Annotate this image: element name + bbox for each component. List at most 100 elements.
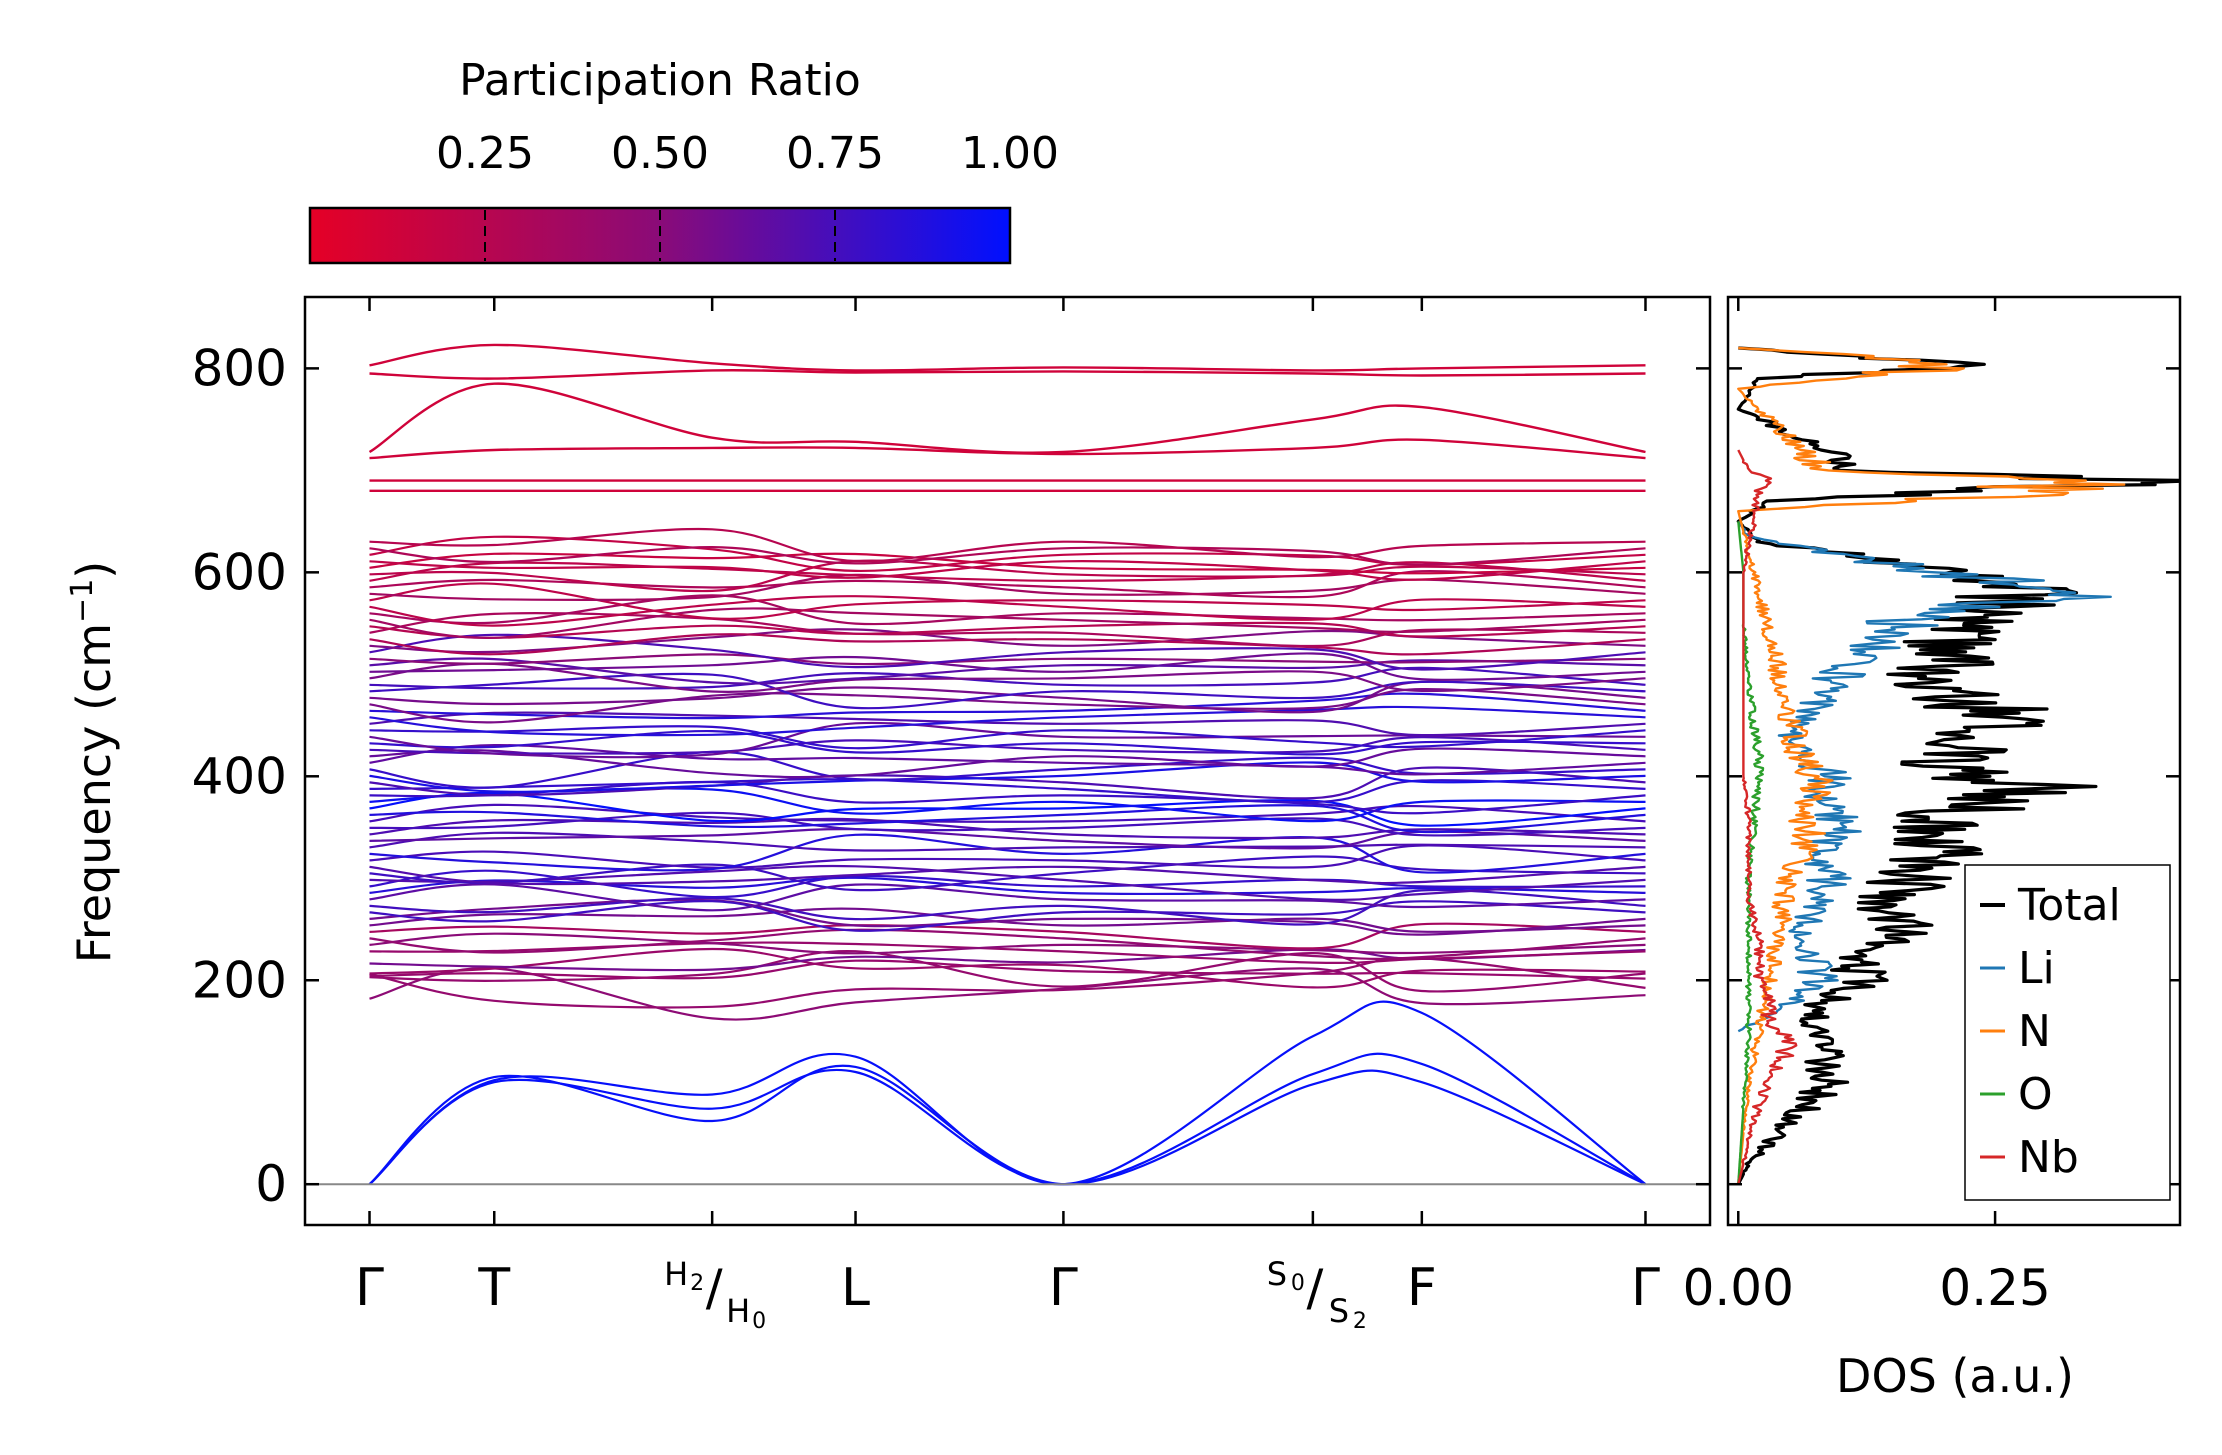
colorbar-tick-label: 0.25 (436, 128, 534, 179)
optical-branch (369, 883, 1646, 912)
optical-branch (369, 687, 1646, 724)
dos-x-axis-label: DOS (a.u.) (1836, 1349, 2074, 1403)
optical-branch (369, 907, 1646, 933)
kpoint-den-sub: 2 (1353, 1309, 1367, 1334)
optical-branch (369, 552, 1646, 575)
optical-branch (369, 711, 1646, 737)
band-lines (368, 343, 1647, 1186)
optical-branch (369, 582, 1646, 620)
dos-x-tick-label: 0.00 (1683, 1259, 1794, 1317)
band-y-ticks: 0 200 400 600 800 (192, 339, 1710, 1213)
legend-label-total: Total (2017, 880, 2121, 931)
kpoint-label: Γ (1049, 1258, 1078, 1318)
optical-branch (369, 831, 1646, 852)
optical-branch (369, 672, 1646, 710)
y-axis-label-main: Frequency (cm (67, 623, 121, 963)
optical-branch (369, 855, 1646, 892)
optical-branch (369, 932, 1646, 955)
legend-label-li: Li (2018, 943, 2055, 994)
optical-branch (369, 876, 1646, 896)
colorbar-tick-label: 0.50 (611, 128, 709, 179)
dos-x-tick-label: 0.25 (1939, 1259, 2050, 1317)
optical-branch (369, 844, 1646, 869)
kpoint-num: S (1267, 1255, 1287, 1293)
colorbar-tick-label: 1.00 (961, 128, 1059, 179)
optical-branch (369, 729, 1646, 756)
optical-branch (369, 967, 1646, 1021)
dos-series-n (1737, 346, 2126, 1185)
optical-branch (369, 607, 1646, 639)
y-tick-label: 0 (255, 1155, 287, 1213)
dos-axes-frame (1726, 295, 2182, 1227)
optical-branch (369, 811, 1646, 837)
kpoint-num-sub: 2 (690, 1271, 704, 1296)
high-optical-branch (369, 343, 1646, 372)
kpoint-den: S (1329, 1292, 1349, 1330)
colorbar-ticks: 0.25 0.50 0.75 1.00 (436, 128, 1059, 261)
band-x-ticks: Γ T H 2/H 0L Γ S 0/S 2F Γ (355, 297, 1660, 1334)
optical-branch (369, 705, 1646, 737)
optical-branch (369, 928, 1646, 961)
optical-branch (369, 865, 1646, 886)
kpoint-den-sub: 0 (752, 1309, 766, 1334)
legend-label-nb: Nb (2018, 1132, 2079, 1183)
dos-lines (1736, 346, 2180, 1185)
optical-branch (369, 743, 1646, 776)
y-axis-label-close: ) (67, 561, 121, 579)
dos-ticks: 0.00 0.25 (1683, 297, 2180, 1317)
optical-branch (369, 527, 1646, 563)
acoustic-branch (368, 1064, 1646, 1186)
optical-branch (369, 570, 1646, 599)
optical-branch (369, 791, 1646, 827)
optical-branch (369, 888, 1646, 926)
svg-text:Frequency (cm−1): Frequency (cm−1) (65, 561, 121, 964)
y-axis-label-sup: −1 (65, 579, 100, 623)
optical-branch (369, 595, 1646, 627)
colorbar-label: Participation Ratio (459, 55, 861, 106)
legend-label-o: O (2018, 1069, 2053, 1120)
optical-branch (369, 621, 1646, 639)
optical-branch (369, 633, 1646, 656)
kpoint-fraction-label: H 2/H 0 (664, 1255, 766, 1334)
optical-branch (369, 561, 1646, 582)
optical-branch (369, 653, 1646, 666)
kpoint-num: H (664, 1255, 688, 1293)
y-tick-label: 200 (192, 951, 287, 1009)
acoustic-branch (368, 1052, 1647, 1186)
kpoint-label: Γ (355, 1258, 384, 1318)
high-optical-branch (368, 382, 1646, 454)
optical-branch (369, 804, 1646, 834)
legend-label-n: N (2018, 1006, 2051, 1057)
kpoint-label: F (1407, 1258, 1437, 1318)
band-axes-frame (303, 295, 1712, 1227)
dos-panel: 0.00 0.25 DOS (a.u.) Total Li NO Nb (1683, 295, 2182, 1403)
kpoint-label: T (477, 1258, 510, 1318)
optical-branch (369, 900, 1646, 932)
optical-branch (369, 652, 1646, 681)
optical-branch (369, 803, 1646, 823)
optical-branch (369, 721, 1646, 759)
kpoint-slash: / (1306, 1259, 1323, 1317)
kpoint-den: H (726, 1292, 750, 1330)
optical-branch (369, 560, 1646, 581)
optical-branch (369, 657, 1646, 685)
optical-branch (369, 949, 1646, 993)
kpoint-label: L (841, 1258, 870, 1318)
y-axis-label: Frequency (cm−1) (65, 561, 121, 964)
kpoint-fraction-label: S 0/S 2 (1267, 1255, 1367, 1334)
colorbar-tick-label: 0.75 (786, 128, 884, 179)
high-optical-branch (369, 368, 1646, 380)
optical-branch (369, 750, 1646, 789)
optical-branch (369, 922, 1646, 950)
colorbar: Participation Ratio 0.25 0.50 0.75 1.00 (308, 55, 1059, 265)
optical-branch (369, 612, 1646, 648)
dos-series-li (1737, 520, 2112, 1033)
optical-branch (369, 725, 1646, 750)
kpoint-num-sub: 0 (1291, 1271, 1305, 1296)
optical-branch (369, 736, 1646, 755)
y-tick-label: 800 (192, 339, 287, 397)
optical-branch (369, 898, 1646, 936)
optical-branch (369, 594, 1646, 626)
